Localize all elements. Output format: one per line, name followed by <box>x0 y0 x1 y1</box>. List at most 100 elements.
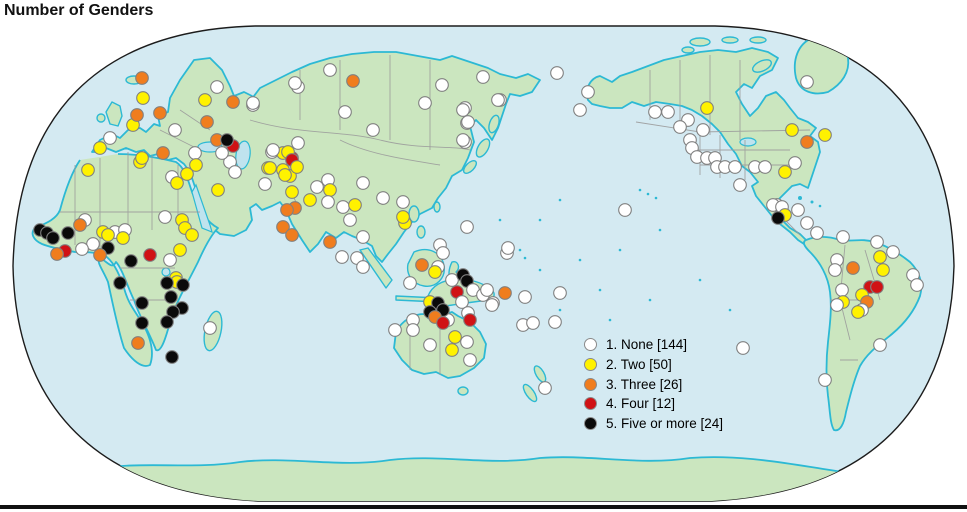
data-point[interactable] <box>61 226 75 240</box>
data-point[interactable] <box>870 280 884 294</box>
data-point[interactable] <box>835 283 849 297</box>
data-point[interactable] <box>189 158 203 172</box>
data-point[interactable] <box>323 235 337 249</box>
data-point[interactable] <box>846 261 860 275</box>
data-point[interactable] <box>553 286 567 300</box>
data-point[interactable] <box>618 203 632 217</box>
data-point[interactable] <box>548 315 562 329</box>
data-point[interactable] <box>263 161 277 175</box>
data-point[interactable] <box>406 323 420 337</box>
data-point[interactable] <box>135 296 149 310</box>
data-point[interactable] <box>164 290 178 304</box>
data-point[interactable] <box>376 191 390 205</box>
data-point[interactable] <box>526 316 540 330</box>
data-point[interactable] <box>573 103 587 117</box>
data-point[interactable] <box>211 183 225 197</box>
data-point[interactable] <box>153 106 167 120</box>
data-point[interactable] <box>733 178 747 192</box>
data-point[interactable] <box>200 115 214 129</box>
data-point[interactable] <box>463 313 477 327</box>
data-point[interactable] <box>518 290 532 304</box>
data-point[interactable] <box>73 218 87 232</box>
data-point[interactable] <box>581 85 595 99</box>
data-point[interactable] <box>50 247 64 261</box>
data-point[interactable] <box>728 160 742 174</box>
data-point[interactable] <box>460 220 474 234</box>
data-point[interactable] <box>491 93 505 107</box>
data-point[interactable] <box>456 103 470 117</box>
data-point[interactable] <box>103 131 117 145</box>
data-point[interactable] <box>873 338 887 352</box>
data-point[interactable] <box>258 177 272 191</box>
data-point[interactable] <box>280 203 294 217</box>
data-point[interactable] <box>124 254 138 268</box>
data-point[interactable] <box>188 146 202 160</box>
data-point[interactable] <box>170 176 184 190</box>
data-point[interactable] <box>321 195 335 209</box>
data-point[interactable] <box>485 298 499 312</box>
data-point[interactable] <box>130 108 144 122</box>
data-point[interactable] <box>165 350 179 364</box>
data-point[interactable] <box>851 305 865 319</box>
data-point[interactable] <box>550 66 564 80</box>
data-point[interactable] <box>75 242 89 256</box>
data-point[interactable] <box>461 115 475 129</box>
data-point[interactable] <box>356 230 370 244</box>
data-point[interactable] <box>818 373 832 387</box>
data-point[interactable] <box>423 338 437 352</box>
data-point[interactable] <box>323 63 337 77</box>
data-point[interactable] <box>771 211 785 225</box>
data-point[interactable] <box>135 71 149 85</box>
data-point[interactable] <box>828 263 842 277</box>
data-point[interactable] <box>661 105 675 119</box>
data-point[interactable] <box>303 193 317 207</box>
data-point[interactable] <box>156 146 170 160</box>
data-point[interactable] <box>870 235 884 249</box>
data-point[interactable] <box>396 195 410 209</box>
data-point[interactable] <box>166 305 180 319</box>
data-point[interactable] <box>135 316 149 330</box>
data-point[interactable] <box>818 128 832 142</box>
data-point[interactable] <box>396 210 410 224</box>
data-point[interactable] <box>348 198 362 212</box>
data-point[interactable] <box>886 245 900 259</box>
data-point[interactable] <box>388 323 402 337</box>
data-point[interactable] <box>696 123 710 137</box>
data-point[interactable] <box>101 228 115 242</box>
data-point[interactable] <box>876 263 890 277</box>
data-point[interactable] <box>285 185 299 199</box>
data-point[interactable] <box>246 96 260 110</box>
data-point[interactable] <box>81 163 95 177</box>
data-point[interactable] <box>356 260 370 274</box>
data-point[interactable] <box>476 70 490 84</box>
data-point[interactable] <box>323 183 337 197</box>
data-point[interactable] <box>830 298 844 312</box>
data-point[interactable] <box>800 135 814 149</box>
data-point[interactable] <box>785 123 799 137</box>
data-point[interactable] <box>176 278 190 292</box>
data-point[interactable] <box>418 96 432 110</box>
data-point[interactable] <box>356 176 370 190</box>
data-point[interactable] <box>435 78 449 92</box>
data-point[interactable] <box>800 216 814 230</box>
data-point[interactable] <box>836 230 850 244</box>
data-point[interactable] <box>198 93 212 107</box>
data-point[interactable] <box>291 136 305 150</box>
data-point[interactable] <box>46 231 60 245</box>
data-point[interactable] <box>758 160 772 174</box>
data-point[interactable] <box>310 180 324 194</box>
data-point[interactable] <box>93 141 107 155</box>
data-point[interactable] <box>131 336 145 350</box>
data-point[interactable] <box>788 156 802 170</box>
data-point[interactable] <box>160 315 174 329</box>
data-point[interactable] <box>501 241 515 255</box>
data-point[interactable] <box>415 258 429 272</box>
data-point[interactable] <box>810 226 824 240</box>
data-point[interactable] <box>135 151 149 165</box>
data-point[interactable] <box>86 237 100 251</box>
data-point[interactable] <box>336 200 350 214</box>
data-point[interactable] <box>160 276 174 290</box>
data-point[interactable] <box>93 248 107 262</box>
data-point[interactable] <box>338 105 352 119</box>
data-point[interactable] <box>173 243 187 257</box>
